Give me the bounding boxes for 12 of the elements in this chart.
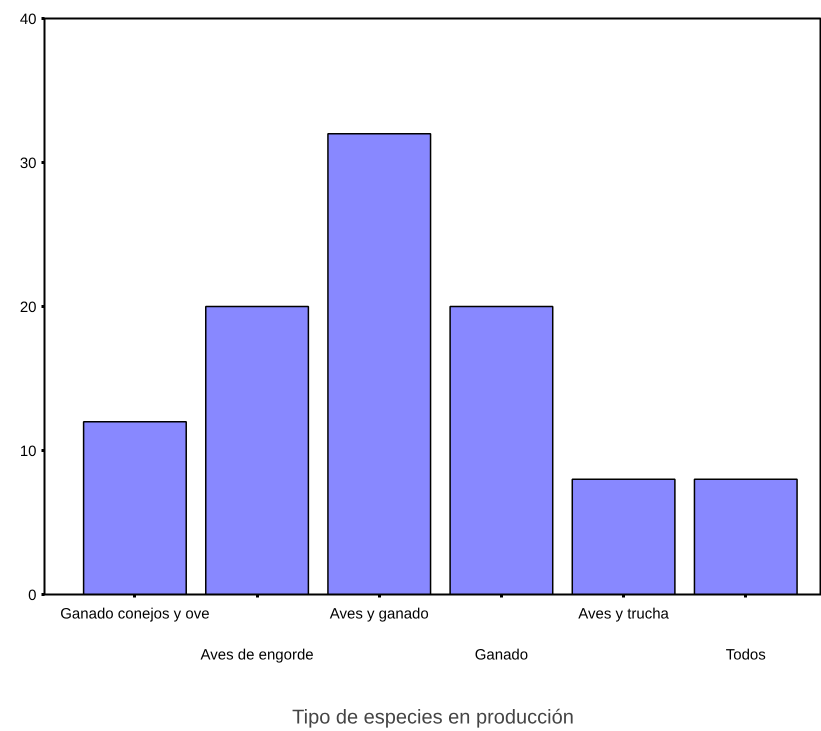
y-tick-label: 40 [20,11,37,28]
x-tick-label: Aves de engorde [200,646,314,664]
y-tick-label: 20 [20,299,37,316]
x-tick-label: Aves y ganado [330,606,429,622]
y-tick-label: 0 [28,587,36,604]
x-axis-title: Tipo de especies en producción [292,706,574,728]
x-tick-label: Ganado conejos y ove [60,606,210,622]
y-tick-label: 30 [20,155,37,172]
x-tick-label: Todos [726,646,766,664]
x-tick-label: Ganado [474,646,528,664]
y-tick-label: 10 [20,443,37,460]
x-tick-label: Aves y trucha [578,606,670,622]
